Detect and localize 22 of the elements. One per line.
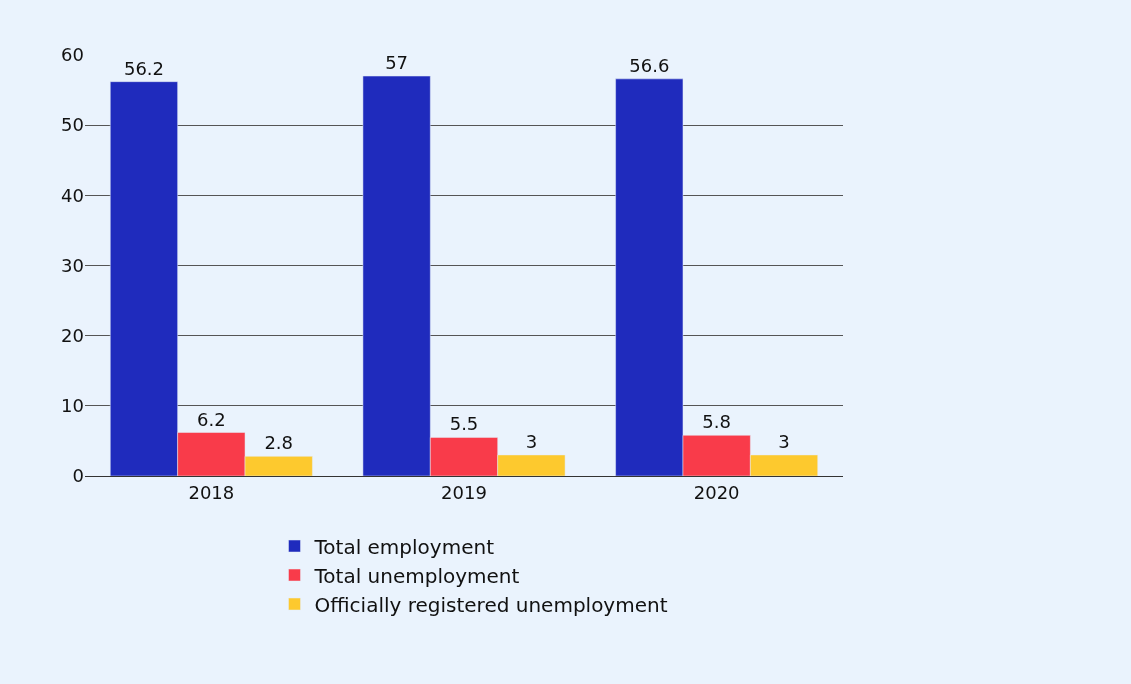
- y-tick-label: 60: [61, 44, 84, 66]
- data-label: 2.8: [264, 432, 294, 454]
- y-tick-label: 40: [61, 184, 84, 206]
- legend-label: Officially registered unemployment: [314, 592, 668, 617]
- y-tick-label: 10: [61, 395, 84, 417]
- y-tick-label: 50: [61, 114, 84, 136]
- y-tick-label: 20: [61, 324, 84, 346]
- data-label: 57: [385, 52, 409, 74]
- data-label: 56.2: [123, 57, 164, 79]
- data-label: 56.6: [629, 54, 670, 76]
- y-tick-label: 0: [72, 465, 84, 487]
- y-tick-label: 30: [61, 254, 84, 276]
- x-tick-label: 2018: [188, 481, 235, 503]
- data-label: 3: [525, 430, 538, 452]
- x-tick-label: 2019: [441, 481, 487, 503]
- data-label: 5.8: [702, 411, 731, 433]
- legend-label: Total employment: [313, 534, 495, 559]
- data-label: 3: [778, 430, 790, 452]
- data-label: 6.2: [197, 408, 226, 430]
- legend-label: Total unemployment: [313, 563, 520, 588]
- data-label: 5.5: [449, 413, 479, 435]
- x-tick-label: 2020: [693, 481, 740, 503]
